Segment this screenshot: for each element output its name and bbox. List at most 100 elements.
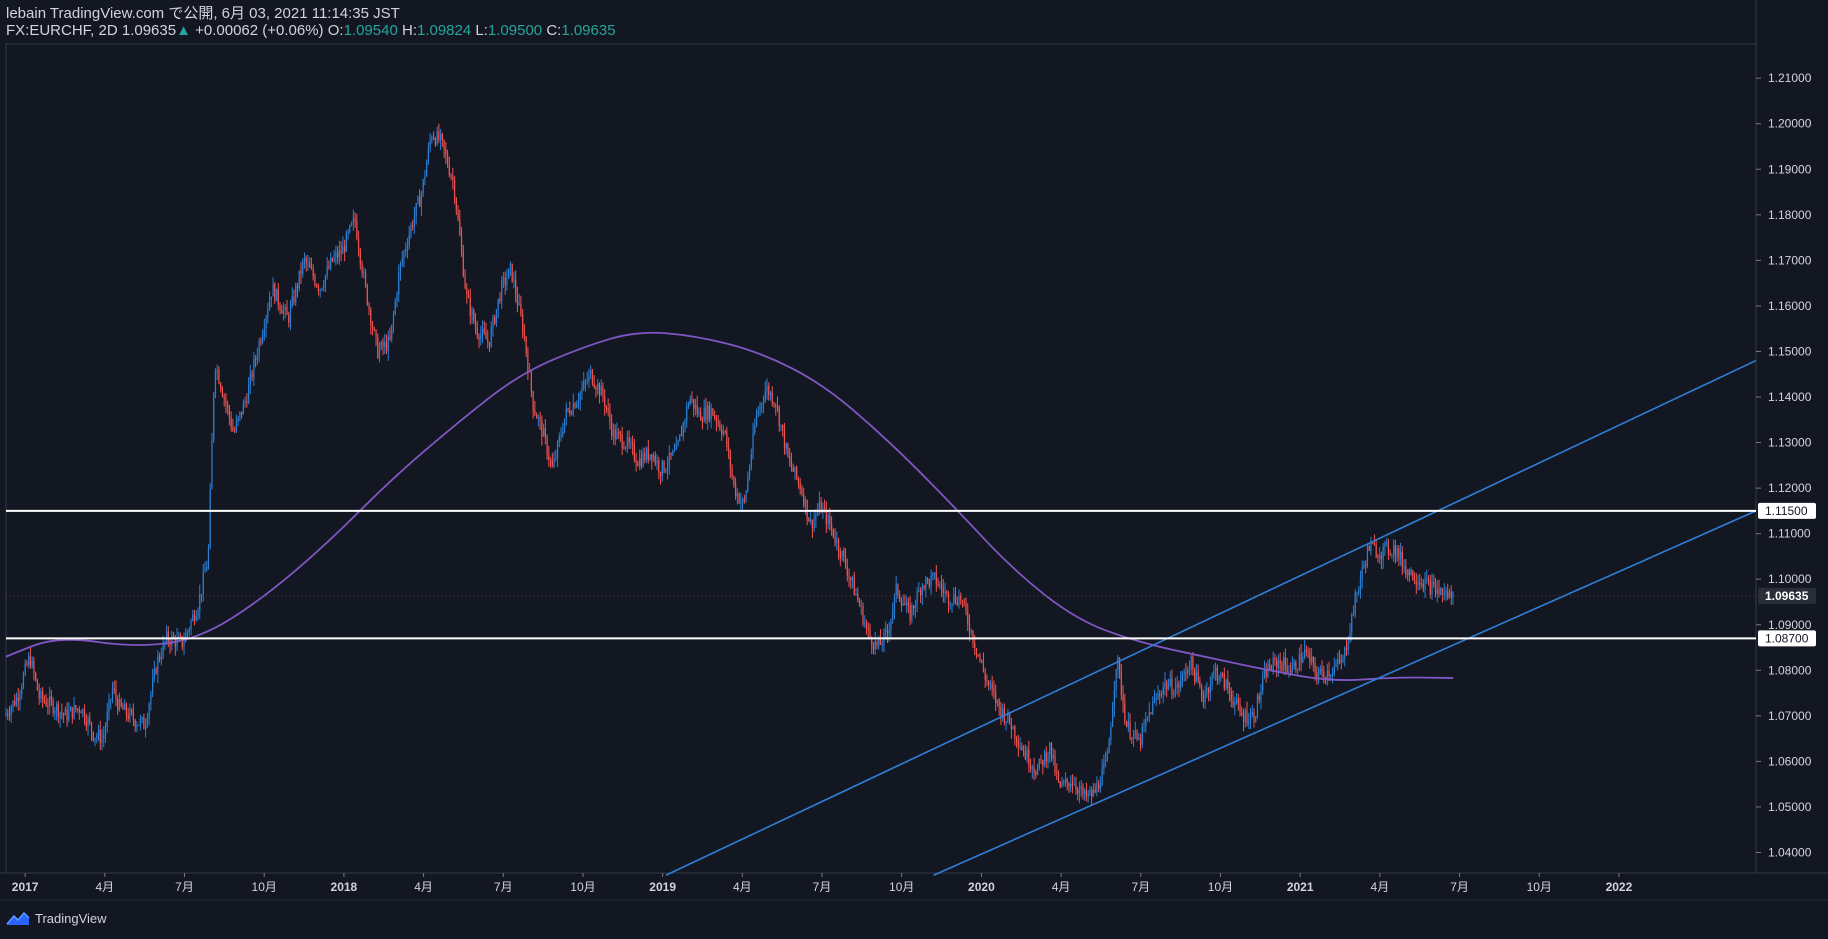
publish-info: lebain TradingView.com で公開, 6月 03, 2021 … [6, 5, 400, 22]
candle-body [797, 477, 800, 483]
up-arrow-icon: ▲ [176, 22, 191, 39]
candle-body [745, 491, 747, 501]
candle-body [384, 341, 386, 348]
candle-body [15, 697, 18, 706]
candle-body [1331, 673, 1334, 675]
candle-body [527, 352, 529, 372]
candle-body [1394, 545, 1396, 557]
candle-body [1319, 668, 1321, 675]
candle-body [762, 401, 765, 404]
x-tick-label: 7月 [494, 880, 513, 894]
candle-body [1225, 679, 1227, 689]
candle-body [918, 590, 920, 592]
candle-body [1448, 591, 1451, 599]
candle-body [1082, 786, 1084, 795]
x-tick-label: 2021 [1287, 880, 1314, 894]
candle-body [1230, 691, 1232, 701]
y-tick-label: 1.09000 [1768, 618, 1812, 632]
candle-body [954, 594, 957, 603]
candle-body [1211, 674, 1213, 685]
candle-body [248, 384, 250, 404]
y-tick-label: 1.06000 [1768, 754, 1812, 768]
candle-body [743, 499, 745, 501]
candle-body [914, 605, 916, 609]
candle-body [1291, 666, 1294, 672]
candle-body [352, 217, 354, 223]
candle-body [462, 251, 464, 277]
candles [5, 123, 1454, 806]
candle-body [312, 268, 314, 277]
candle-body [722, 431, 724, 435]
x-tick-label: 4月 [733, 880, 752, 894]
candle-body [1303, 649, 1306, 659]
high-value: 1.09824 [416, 22, 472, 39]
candle-body [539, 417, 541, 421]
candle-body [207, 547, 210, 567]
candle-body [335, 252, 337, 257]
candle-body [1070, 784, 1072, 787]
x-tick-label: 7月 [175, 880, 194, 894]
tradingview-brand[interactable]: TradingView [6, 911, 107, 926]
candle-body [1330, 674, 1332, 677]
candle-body [274, 283, 276, 301]
candle-body [1145, 719, 1147, 726]
candle-body [1120, 672, 1122, 695]
candle-body [1117, 657, 1119, 669]
candle-body [853, 577, 855, 596]
last-price-label: 1.09635 [1765, 589, 1809, 603]
candle-body [808, 517, 810, 522]
candle-body [340, 249, 342, 254]
candle-body [656, 460, 658, 464]
candle-body [125, 704, 128, 715]
candle-body [422, 179, 424, 194]
candle-body [1398, 547, 1400, 560]
candle-body [230, 417, 232, 428]
candle-body [977, 654, 979, 656]
lower-channel-trendline [933, 510, 1757, 877]
candle-body [633, 445, 635, 460]
candle-body [1295, 661, 1297, 671]
candle-body [846, 566, 848, 576]
candle-body [1026, 749, 1028, 760]
candle-body [773, 403, 775, 405]
candle-body [928, 579, 930, 587]
candle-body [748, 467, 751, 478]
candle-body [415, 203, 417, 217]
candle-body [710, 408, 712, 420]
candle-body [766, 386, 768, 392]
candle-body [370, 309, 372, 326]
candle-body [104, 727, 107, 736]
candle-body [99, 729, 101, 744]
candle-body [1010, 722, 1012, 730]
candle-body [562, 431, 564, 436]
candle-body [1263, 670, 1266, 678]
candle-body [344, 246, 346, 252]
candle-body [1286, 665, 1288, 673]
candle-body [1068, 782, 1070, 787]
candle-body [862, 605, 864, 625]
candle-body [408, 234, 410, 246]
candle-body [188, 629, 190, 632]
candle-body [52, 700, 54, 714]
candle-body [1014, 726, 1016, 738]
candle-body [1351, 614, 1353, 633]
candle-body [1188, 669, 1191, 671]
candle-body [1368, 546, 1370, 551]
candle-body [1337, 659, 1339, 665]
candle-body [806, 499, 808, 518]
candle-body [1181, 672, 1184, 681]
candle-body [62, 713, 65, 716]
candle-body [288, 315, 290, 323]
candle-body [942, 588, 944, 594]
candle-body [1012, 726, 1014, 730]
candle-body [1354, 592, 1356, 615]
candle-body [387, 336, 389, 352]
candle-body [1143, 725, 1145, 727]
candle-body [881, 644, 883, 646]
candle-body [378, 348, 381, 358]
candle-body [1134, 730, 1136, 734]
candle-body [1195, 672, 1198, 682]
candle-body [813, 518, 815, 529]
resistance-level-badge [1758, 502, 1816, 519]
